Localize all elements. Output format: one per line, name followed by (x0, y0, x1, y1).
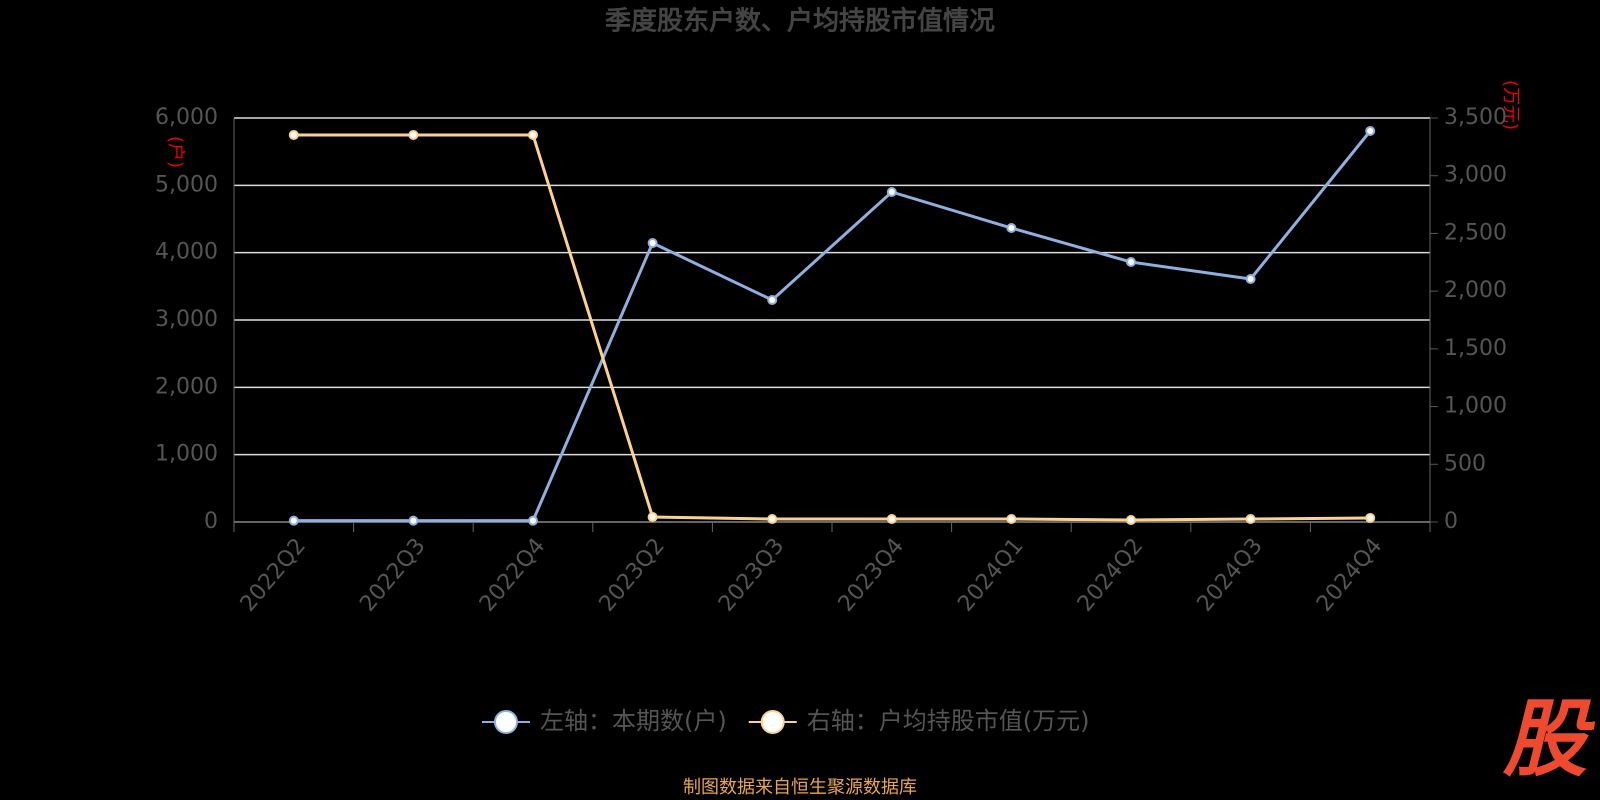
data-point (1126, 257, 1136, 268)
data-point (647, 238, 658, 249)
x-tick-label: 2024Q1 (953, 534, 1028, 617)
y-tick-label: 2,000 (155, 374, 218, 399)
y2-axis-label: (万元) (1500, 80, 1521, 130)
y-tick-label: 1,000 (155, 442, 218, 467)
y2-tick-label: 500 (1444, 451, 1486, 476)
legend-label: 右轴：户均持股市值(万元) (807, 707, 1090, 735)
x-tick-label: 2024Q3 (1193, 534, 1268, 617)
data-point (647, 512, 658, 523)
y-tick-label: 0 (204, 509, 218, 534)
data-point (288, 129, 299, 140)
chart-title: 季度股东户数、户均持股市值情况 (605, 6, 995, 37)
x-tick-label: 2022Q3 (355, 534, 430, 617)
data-point (1126, 515, 1136, 526)
data-point (767, 295, 778, 306)
y2-tick-label: 1,500 (1444, 336, 1507, 361)
y2-tick-label: 1,000 (1444, 394, 1507, 419)
legend-marker (494, 710, 518, 734)
x-tick-label: 2024Q4 (1312, 534, 1387, 617)
y-tick-label: 5,000 (155, 172, 218, 197)
series-line (293, 133, 1371, 522)
y-tick-label: 3,000 (155, 307, 218, 332)
y-tick-label: 6,000 (155, 105, 218, 130)
series-line (293, 130, 1372, 523)
x-tick-label: 2022Q4 (475, 534, 550, 617)
data-point (1006, 513, 1017, 524)
data-point (528, 129, 538, 140)
legend-label: 左轴：本期数(户) (540, 707, 727, 735)
x-tick-label: 2023Q2 (595, 534, 670, 617)
data-point (767, 513, 778, 524)
data-point (528, 515, 538, 526)
y2-tick-label: 2,000 (1444, 278, 1507, 303)
legend-marker (760, 710, 785, 734)
x-tick-label: 2024Q2 (1073, 534, 1148, 617)
y2-tick-label: 3,000 (1444, 163, 1507, 188)
data-point (1365, 125, 1376, 136)
y2-tick-label: 3,500 (1444, 105, 1507, 130)
logo: 股 (1502, 690, 1596, 788)
data-point (1006, 223, 1017, 234)
data-point (1245, 513, 1256, 524)
y2-tick-label: 0 (1444, 509, 1458, 534)
x-tick-label: 2023Q4 (834, 534, 909, 617)
x-tick-label: 2022Q2 (236, 534, 311, 617)
x-tick-label: 2023Q3 (714, 534, 789, 617)
y-tick-label: 4,000 (155, 240, 218, 265)
data-point (408, 129, 419, 140)
data-point (288, 515, 299, 526)
y-axis-label: (户) (165, 136, 186, 168)
data-point (408, 515, 419, 526)
data-point (886, 513, 897, 524)
data-point (886, 186, 897, 197)
data-point (1245, 273, 1256, 284)
data-point (1365, 512, 1376, 523)
y2-tick-label: 2,500 (1444, 220, 1507, 245)
source-note: 制图数据来自恒生聚源数据库 (683, 777, 917, 798)
